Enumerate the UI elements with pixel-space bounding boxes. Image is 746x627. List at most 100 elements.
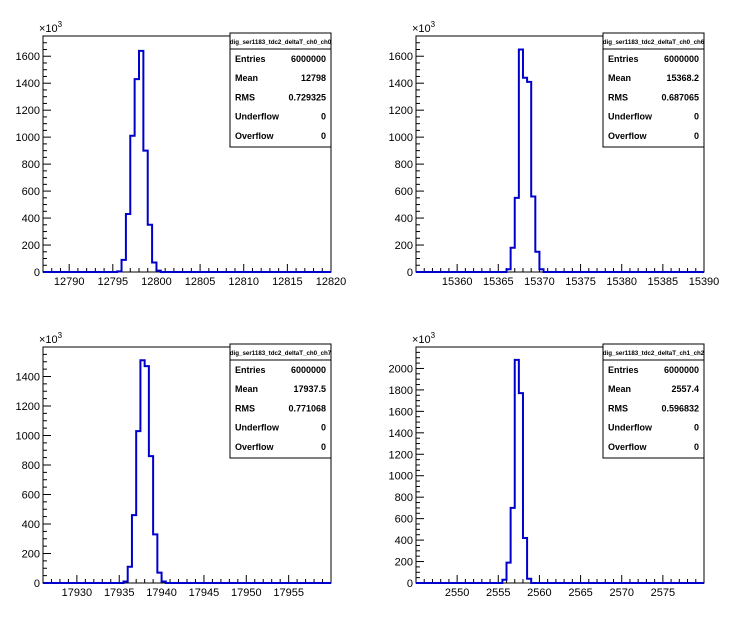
stats-label: Underflow bbox=[235, 112, 280, 122]
y-tick-label: 1000 bbox=[16, 431, 40, 443]
y-tick-label: 1400 bbox=[16, 372, 40, 384]
y-tick-label: 0 bbox=[34, 578, 40, 590]
y-tick-label: 1200 bbox=[389, 449, 413, 461]
stats-box bbox=[602, 343, 705, 459]
histogram-title: dig_ser1183_tdc2_deltaT_ch0_ch7 bbox=[230, 350, 332, 357]
histogram-title: dig_ser1183_tdc2_deltaT_ch1_ch2 bbox=[603, 350, 705, 357]
stats-value: 0 bbox=[694, 423, 699, 433]
histogram-line bbox=[43, 359, 331, 584]
y-tick-label: 200 bbox=[22, 549, 40, 561]
x-tick-label: 17950 bbox=[231, 587, 262, 599]
stats-label: Entries bbox=[608, 54, 639, 64]
x-tick-label: 15390 bbox=[689, 276, 720, 288]
stats-label: Entries bbox=[235, 54, 266, 64]
y-tick-label: 1400 bbox=[389, 78, 413, 90]
y-tick-label: 400 bbox=[395, 535, 413, 547]
stats-label: RMS bbox=[235, 92, 255, 102]
stats-box bbox=[229, 343, 332, 459]
exponent-power: 3 bbox=[431, 331, 436, 340]
exponent-base: ×10 bbox=[39, 23, 58, 35]
stats-value: 0.687065 bbox=[661, 92, 699, 102]
y-tick-label: 2000 bbox=[389, 363, 413, 375]
stats-value: 0.729325 bbox=[288, 92, 326, 102]
y-tick-label: 1600 bbox=[16, 51, 40, 63]
y-tick-label: 600 bbox=[22, 186, 40, 198]
stats-value: 0.771068 bbox=[288, 403, 326, 413]
x-tick-label: 17945 bbox=[189, 587, 220, 599]
histogram-pad-2: 15360 15365 15370 15375 15380 15385 15390 0 200 4… bbox=[389, 20, 720, 288]
histogram-title: dig_ser1183_tdc2_deltaT_ch0_ch6 bbox=[603, 39, 705, 46]
x-tick-label: 2550 bbox=[445, 587, 469, 599]
stats-value: 6000000 bbox=[664, 54, 699, 64]
x-tick-label: 12815 bbox=[272, 276, 303, 288]
histogram-pad-1: 12790 12795 12800 12805 12810 12815 12820 0 200 4… bbox=[16, 20, 347, 288]
x-tick-label: 2575 bbox=[651, 587, 675, 599]
y-axis-exponent: ×103 bbox=[39, 331, 63, 346]
x-tick-label: 12795 bbox=[98, 276, 129, 288]
histogram-line bbox=[416, 48, 704, 273]
x-tick-label: 12800 bbox=[141, 276, 172, 288]
y-tick-label: 600 bbox=[22, 490, 40, 502]
exponent-power: 3 bbox=[58, 20, 63, 29]
y-tick-label: 1600 bbox=[389, 406, 413, 418]
stats-value: 0 bbox=[694, 131, 699, 141]
x-tick-label: 17955 bbox=[273, 587, 304, 599]
y-tick-label: 800 bbox=[22, 460, 40, 472]
y-tick-label: 200 bbox=[395, 557, 413, 569]
stats-value: 6000000 bbox=[291, 54, 326, 64]
y-tick-label: 1000 bbox=[389, 471, 413, 483]
stats-value: 12798 bbox=[301, 73, 326, 83]
x-tick-label: 12790 bbox=[54, 276, 85, 288]
y-tick-label: 1600 bbox=[389, 51, 413, 63]
histogram-line bbox=[43, 49, 331, 273]
stats-label: Underflow bbox=[608, 423, 653, 433]
y-tick-label: 1200 bbox=[16, 401, 40, 413]
y-tick-label: 800 bbox=[395, 159, 413, 171]
stats-label: RMS bbox=[608, 403, 628, 413]
y-tick-label: 1000 bbox=[16, 132, 40, 144]
stats-value: 0 bbox=[321, 112, 326, 122]
x-tick-label: 12805 bbox=[185, 276, 216, 288]
exponent-base: ×10 bbox=[412, 334, 431, 346]
stats-value: 0 bbox=[321, 131, 326, 141]
exponent-power: 3 bbox=[431, 20, 436, 29]
y-tick-label: 800 bbox=[22, 159, 40, 171]
y-tick-label: 400 bbox=[395, 213, 413, 225]
x-tick-label: 15375 bbox=[565, 276, 596, 288]
stats-label: Entries bbox=[608, 365, 639, 375]
y-tick-label: 600 bbox=[395, 514, 413, 526]
stats-value: 0.596832 bbox=[661, 403, 699, 413]
stats-label: Overflow bbox=[608, 442, 648, 452]
stats-label: Overflow bbox=[235, 442, 275, 452]
stats-label: Underflow bbox=[235, 423, 280, 433]
y-tick-label: 0 bbox=[407, 578, 413, 590]
y-axis-exponent: ×103 bbox=[412, 20, 436, 35]
stats-value: 0 bbox=[694, 112, 699, 122]
histogram-title: dig_ser1183_tdc2_deltaT_ch0_ch0 bbox=[230, 39, 332, 46]
stats-label: Mean bbox=[235, 384, 258, 394]
stats-label: Overflow bbox=[235, 131, 275, 141]
stats-value: 0 bbox=[694, 442, 699, 452]
x-tick-label: 12820 bbox=[316, 276, 347, 288]
x-tick-label: 15370 bbox=[524, 276, 555, 288]
y-tick-label: 400 bbox=[22, 213, 40, 225]
histogram-pad-4: 2550 2555 2560 2565 2570 2575 0 200 400 600 800 100… bbox=[389, 331, 705, 599]
y-tick-label: 200 bbox=[22, 240, 40, 252]
stats-box bbox=[602, 32, 705, 148]
y-axis-exponent: ×103 bbox=[39, 20, 63, 35]
exponent-base: ×10 bbox=[412, 23, 431, 35]
x-tick-label: 2565 bbox=[568, 587, 592, 599]
stats-value: 15368.2 bbox=[666, 73, 699, 83]
x-tick-label: 2555 bbox=[486, 587, 510, 599]
y-tick-label: 1200 bbox=[16, 105, 40, 117]
x-tick-label: 15380 bbox=[606, 276, 637, 288]
y-axis-exponent: ×103 bbox=[412, 331, 436, 346]
stats-box bbox=[229, 32, 332, 148]
stats-value: 0 bbox=[321, 423, 326, 433]
histogram-bin bbox=[523, 78, 527, 272]
y-tick-label: 800 bbox=[395, 492, 413, 504]
stats-label: RMS bbox=[235, 403, 255, 413]
y-tick-label: 400 bbox=[22, 519, 40, 531]
y-tick-label: 600 bbox=[395, 186, 413, 198]
x-tick-label: 2570 bbox=[609, 587, 633, 599]
